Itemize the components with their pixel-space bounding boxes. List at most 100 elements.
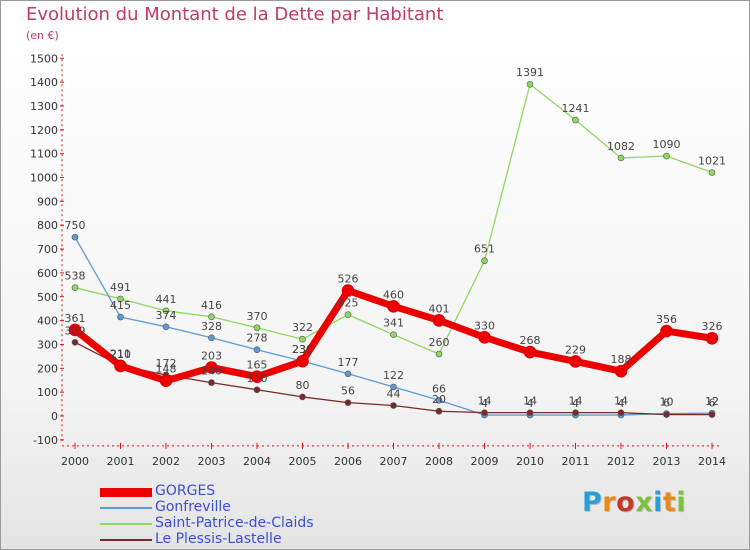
data-point (432, 314, 446, 327)
data-point (159, 374, 173, 388)
data-label: 491 (110, 281, 131, 294)
data-label: 326 (702, 320, 723, 333)
data-label: 374 (156, 309, 177, 322)
data-point (68, 323, 82, 337)
data-label: 230 (292, 343, 313, 356)
data-point (344, 311, 352, 318)
data-point (614, 364, 628, 378)
data-label: 4 (481, 397, 488, 410)
data-label: 177 (338, 356, 359, 369)
x-tick-label: 2013 (653, 455, 681, 468)
y-tick-label: 1100 (30, 148, 58, 161)
y-tick-label: 500 (37, 291, 58, 304)
data-label: 6 (663, 397, 670, 410)
data-label: 341 (383, 317, 404, 330)
logo-letter: x (635, 487, 654, 518)
y-tick-label: 1200 (30, 124, 58, 137)
data-point (71, 339, 79, 346)
data-label: 14 (614, 395, 628, 408)
data-label: 1090 (653, 138, 681, 151)
data-label: 750 (65, 219, 86, 232)
y-tick-label: 1400 (30, 76, 58, 89)
data-label: 328 (201, 320, 222, 333)
x-tick-label: 2000 (61, 455, 89, 468)
legend-swatch (100, 539, 152, 541)
x-tick-label: 2007 (380, 455, 408, 468)
data-label: 56 (341, 385, 355, 398)
data-point (253, 324, 261, 332)
y-tick-label: 1300 (30, 100, 58, 113)
data-point (572, 116, 579, 124)
logo-letter: i (653, 487, 663, 518)
data-label: 44 (387, 388, 401, 401)
data-label: 415 (110, 299, 131, 312)
chart-subtitle: (en €) (26, 29, 59, 42)
data-label: 110 (247, 372, 268, 385)
data-label: 188 (611, 353, 632, 366)
chart-title: Evolution du Montant de la Dette par Hab… (26, 4, 444, 25)
data-label: 441 (156, 293, 177, 306)
legend-label: Gonfreville (155, 499, 231, 515)
data-point (253, 386, 261, 394)
data-label: 278 (247, 332, 268, 345)
data-point (250, 370, 264, 383)
legend-swatch (100, 523, 152, 525)
data-point (572, 409, 579, 416)
data-point (526, 409, 534, 416)
data-label: 4 (527, 397, 534, 410)
y-tick-label: 600 (37, 267, 58, 280)
legend-item-saint-patrice-de-claids: Saint-Patrice-de-Claids (100, 515, 360, 532)
data-label: 230 (292, 343, 313, 356)
data-label: 10 (660, 396, 674, 409)
data-label: 229 (565, 343, 586, 356)
legend-item-gorges: GORGES (100, 483, 360, 500)
data-point (523, 345, 537, 359)
proxiti-logo: Proxiti (582, 487, 686, 518)
data-label: 1021 (698, 154, 726, 167)
data-point (481, 409, 488, 416)
y-tick-label: 800 (37, 219, 58, 232)
data-point (390, 402, 397, 409)
data-point (435, 407, 443, 415)
legend: GORGES Gonfreville Saint-Patrice-de-Clai… (100, 483, 360, 548)
y-tick-label: 100 (37, 386, 58, 399)
data-point (660, 324, 673, 338)
y-tick-label: 900 (37, 195, 58, 208)
data-point (253, 346, 261, 353)
data-label: 203 (201, 350, 222, 363)
data-point (117, 313, 124, 321)
data-label: 1082 (607, 140, 635, 153)
data-label: 210 (110, 348, 131, 361)
data-point (344, 370, 352, 378)
legend-label: GORGES (155, 483, 216, 499)
data-point (435, 350, 443, 358)
data-label: 80 (296, 379, 310, 392)
data-label: 356 (656, 313, 677, 326)
data-label: 14 (523, 395, 537, 408)
logo-letter: i (676, 487, 687, 518)
data-label: 4 (572, 397, 579, 410)
data-point (162, 307, 170, 315)
data-point (478, 330, 491, 344)
data-label: 260 (429, 336, 450, 349)
data-point (569, 355, 582, 368)
y-tick-label: 300 (37, 338, 58, 351)
data-label: 122 (383, 369, 404, 382)
legend-swatch (100, 507, 152, 509)
x-tick-label: 2012 (607, 455, 635, 468)
logo-letter: o (616, 487, 636, 518)
data-point (208, 334, 215, 342)
data-point (162, 323, 170, 331)
x-tick-label: 2008 (425, 455, 453, 468)
data-point (435, 396, 443, 404)
x-tick-label: 2003 (198, 455, 226, 468)
data-label: 460 (383, 288, 404, 301)
logo-letter: t (662, 487, 677, 518)
data-point (390, 331, 397, 338)
data-label: 401 (429, 302, 450, 315)
x-tick-label: 2006 (334, 455, 362, 468)
logo-letter: r (602, 487, 617, 518)
legend-label: Le Plessis-Lastelle (155, 531, 282, 547)
data-point (205, 361, 218, 374)
